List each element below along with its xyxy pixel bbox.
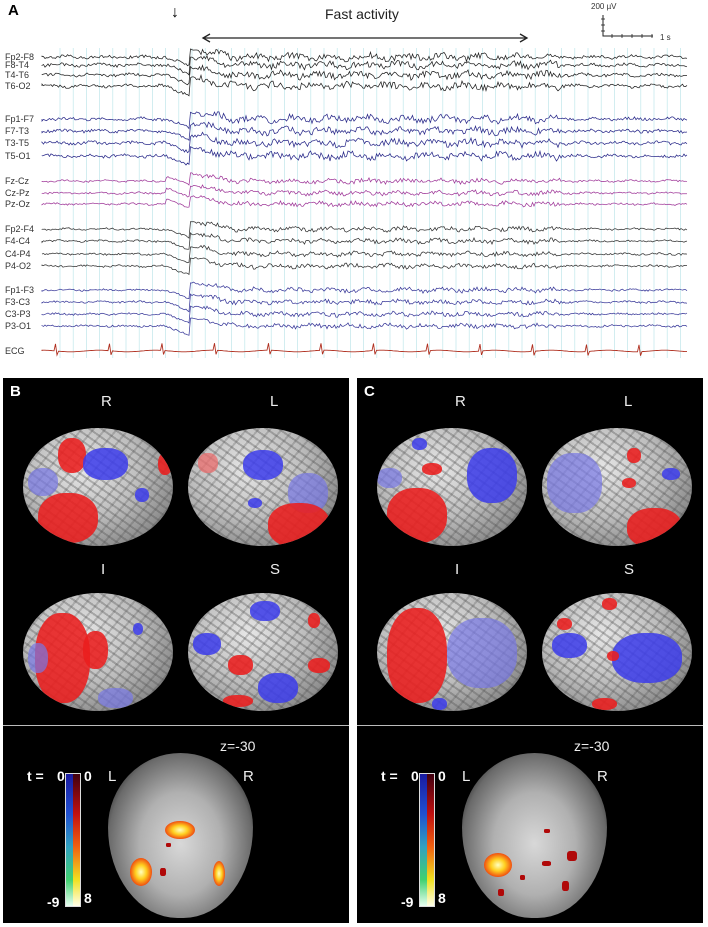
channel-label: Fp2-F4: [5, 224, 35, 234]
view-label-left: L: [270, 393, 279, 410]
panel-letter-c: C: [364, 383, 375, 400]
orientation-left: L: [108, 768, 117, 785]
channel-label: P3-O1: [5, 321, 32, 331]
eeg-trace: [41, 172, 688, 186]
brain-inferior: [23, 593, 173, 711]
eeg-trace: [41, 305, 688, 324]
view-label-right: R: [455, 393, 466, 410]
axial-mri-slice: [462, 753, 607, 918]
colorbar-neg-bottom: -9: [401, 894, 414, 910]
view-label-superior: S: [624, 561, 635, 578]
panel-letter-a: A: [8, 2, 19, 19]
eeg-trace: [41, 244, 688, 264]
eeg-trace: [41, 257, 687, 276]
channel-label: C3-P3: [5, 309, 31, 319]
eeg-trace: [41, 73, 688, 97]
channel-label: P4-O2: [5, 261, 32, 271]
eeg-trace: [41, 293, 688, 313]
colorbar-pos-bottom: 8: [438, 890, 446, 906]
eeg-trace: [41, 184, 688, 198]
colorbar-pos-top: 0: [84, 768, 92, 784]
colorbar-neg-top: 0: [411, 768, 419, 784]
channel-label: F4-C4: [5, 236, 31, 246]
panel-a-eeg: A ↓ Fast activity 200 µV 1 s Fp2-F8 F8-T4…: [0, 0, 708, 365]
eeg-trace: [41, 232, 688, 250]
view-label-inferior: I: [455, 561, 460, 578]
channel-label: Cz-Pz: [5, 188, 30, 198]
onset-arrow-icon: ↓: [171, 4, 179, 21]
view-label-superior: S: [270, 561, 281, 578]
view-label-inferior: I: [101, 561, 106, 578]
panel-divider: [3, 725, 349, 726]
colorbar: [65, 773, 81, 907]
orientation-right: R: [243, 768, 254, 785]
brain-superior: [542, 593, 692, 711]
eeg-trace: [41, 54, 688, 76]
brain-inferior: [377, 593, 527, 711]
panel-letter-b: B: [10, 383, 21, 400]
channel-label: T6-O2: [5, 81, 31, 91]
colorbar-pos-bottom: 8: [84, 890, 92, 906]
brain-right-lateral: [377, 428, 527, 546]
panel-divider: [357, 725, 703, 726]
view-label-right: R: [101, 393, 112, 410]
panel-b: B R L I S z=-30 t = 0 0 -9 8 L: [3, 378, 349, 923]
eeg-trace: [41, 131, 688, 154]
eeg-trace: [41, 48, 688, 67]
channel-label: F8-T4: [5, 60, 30, 70]
slice-label: z=-30: [574, 738, 610, 754]
brain-superior: [188, 593, 338, 711]
axial-mri-slice: [108, 753, 253, 918]
brain-left-lateral: [542, 428, 692, 546]
scale-time: 1 s: [660, 33, 671, 42]
panel-c: C R L I S z=-30 t = 0 0 -9 8 L R: [357, 378, 703, 923]
channel-label: Fz-Cz: [5, 176, 29, 186]
channel-label: ECG: [5, 346, 25, 356]
colorbar-neg-top: 0: [57, 768, 65, 784]
eeg-trace: [41, 64, 688, 86]
channel-label: T3-T5: [5, 138, 30, 148]
eeg-trace: [41, 317, 688, 336]
colorbar-label: t =: [27, 768, 44, 784]
channel-label: Fp1-F7: [5, 114, 35, 124]
eeg-trace: [41, 281, 688, 300]
view-label-left: L: [624, 393, 633, 410]
channel-label: C4-P4: [5, 249, 31, 259]
orientation-right: R: [597, 768, 608, 785]
eeg-trace: [41, 343, 687, 357]
eeg-trace: [41, 111, 688, 130]
eeg-trace: [41, 221, 688, 239]
channel-label: T4-T6: [5, 70, 30, 80]
brain-right-lateral: [23, 428, 173, 546]
channel-label: Fp2-F8: [5, 52, 35, 62]
colorbar: [419, 773, 435, 907]
channel-label: F3-C3: [5, 297, 31, 307]
channel-label: F7-T3: [5, 126, 30, 136]
brain-left-lateral: [188, 428, 338, 546]
eeg-trace: [41, 195, 688, 208]
channel-label: Fp1-F3: [5, 285, 35, 295]
eeg-traces: [41, 15, 688, 358]
fast-activity-label: Fast activity: [325, 6, 399, 22]
channel-label: Pz-Oz: [5, 199, 31, 209]
channel-label: T5-O1: [5, 151, 31, 161]
eeg-trace: [41, 121, 688, 142]
colorbar-neg-bottom: -9: [47, 894, 60, 910]
colorbar-pos-top: 0: [438, 768, 446, 784]
colorbar-label: t =: [381, 768, 398, 784]
eeg-trace: [41, 146, 688, 166]
slice-label: z=-30: [220, 738, 256, 754]
scale-amplitude: 200 µV: [591, 2, 617, 11]
orientation-left: L: [462, 768, 471, 785]
